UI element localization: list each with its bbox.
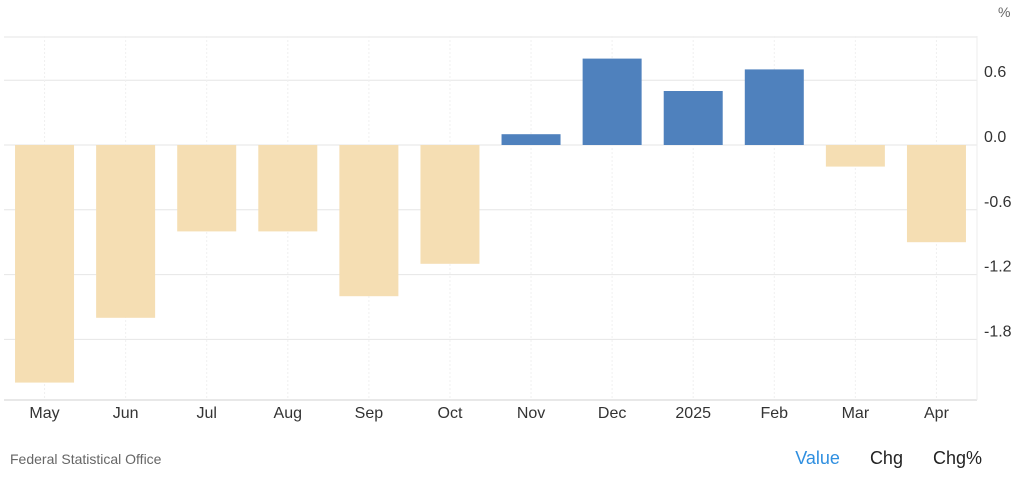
- x-tick-label: Nov: [517, 405, 545, 422]
- y-tick-label: -1.2: [984, 259, 1012, 276]
- bar-sep: [339, 145, 399, 297]
- toggle-chg[interactable]: Chg: [869, 448, 903, 468]
- bar-feb: [744, 69, 804, 145]
- bar-aug: [258, 145, 318, 232]
- bar-chart: May Jun Jul Aug Sep Oct Nov Dec 2025 Feb Mar Apr 0.…: [4, 4, 1012, 422]
- bar-may: [15, 145, 75, 383]
- y-axis-labels: 0.6 0.0 -0.6 -1.2 -1.8: [984, 64, 1012, 340]
- x-tick-label: Mar: [842, 405, 870, 422]
- x-axis-labels: May Jun Jul Aug Sep Oct Nov Dec 2025 Feb Mar Apr: [29, 405, 949, 422]
- bar-oct: [420, 145, 480, 264]
- x-tick-label: May: [29, 405, 59, 422]
- bar-jun: [96, 145, 156, 318]
- y-tick-label: 0.6: [984, 64, 1006, 81]
- bar-mar: [825, 145, 885, 167]
- bar-dec: [582, 58, 642, 145]
- y-tick-label: -1.8: [984, 323, 1012, 340]
- y-tick-label: -0.6: [984, 194, 1012, 211]
- bar-2025: [663, 91, 723, 145]
- x-tick-label: Oct: [438, 405, 463, 422]
- x-tick-label: Jul: [196, 405, 216, 422]
- x-tick-label: Jun: [113, 405, 139, 422]
- view-toggles: Value Chg Chg%: [795, 448, 982, 469]
- source-label: Federal Statistical Office: [10, 451, 162, 467]
- x-tick-label: Sep: [355, 405, 384, 422]
- unit-label: %: [998, 4, 1010, 20]
- toggle-chg-percent[interactable]: Chg%: [932, 448, 982, 468]
- x-tick-label: Feb: [761, 405, 789, 422]
- bar-apr: [906, 145, 966, 243]
- x-tick-label: Dec: [598, 405, 626, 422]
- y-tick-label: 0.0: [984, 129, 1006, 146]
- x-tick-label: 2025: [675, 405, 711, 422]
- bars: [15, 58, 966, 383]
- bar-nov: [501, 134, 561, 145]
- x-tick-label: Apr: [924, 405, 950, 422]
- bar-jul: [177, 145, 237, 232]
- x-tick-label: Aug: [274, 405, 302, 422]
- toggle-value[interactable]: Value: [795, 448, 840, 468]
